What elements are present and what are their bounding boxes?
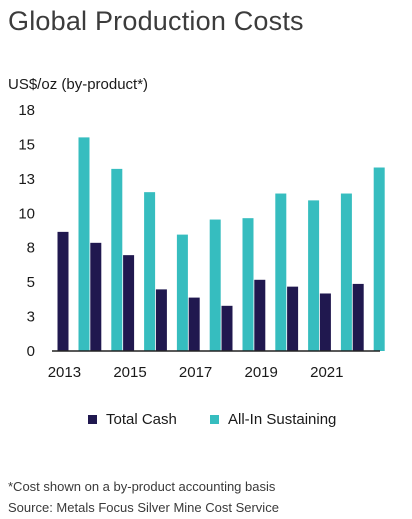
bar-all-in-sustaining-2018 (242, 218, 254, 351)
x-tick-label: 2019 (245, 364, 278, 381)
legend-item-total-cash: Total Cash (88, 411, 177, 428)
y-tick-label: 0 (27, 343, 35, 360)
y-tick-label: 15 (18, 136, 35, 153)
bar-all-in-sustaining-2015 (144, 192, 156, 351)
bar-total-cash-2015 (123, 255, 135, 351)
footnote: *Cost shown on a by-product accounting b… (8, 479, 276, 494)
bar-all-in-sustaining-2022 (373, 167, 385, 351)
bar-chart: 0 3 5 8 10 13 15 18 2013 2015 2017 2019 2021 (18, 102, 385, 381)
bar-total-cash-2022 (352, 283, 364, 351)
bar-total-cash-2021 (319, 293, 331, 351)
y-axis-unit-label: US$/oz (by-product*) (8, 76, 149, 93)
y-tick-label: 18 (18, 102, 35, 119)
x-tick-label: 2021 (310, 364, 343, 381)
bar-all-in-sustaining-2020 (308, 200, 320, 351)
legend-item-all-in-sustaining: All-In Sustaining (210, 411, 336, 428)
bar-total-cash-2019 (254, 279, 266, 351)
y-tick-label: 8 (27, 240, 35, 257)
y-tick-label: 10 (18, 205, 35, 222)
bar-total-cash-2018 (221, 305, 233, 351)
chart-title: Global Production Costs (8, 6, 304, 36)
bar-all-in-sustaining-2014 (111, 168, 123, 351)
x-tick-label: 2013 (48, 364, 81, 381)
bar-all-in-sustaining-2016 (176, 234, 188, 351)
y-tick-label: 13 (18, 171, 35, 188)
bar-total-cash-2020 (287, 286, 299, 351)
y-tick-label: 5 (27, 274, 35, 291)
legend-swatch-all-in-sustaining (210, 415, 219, 424)
legend-swatch-total-cash (88, 415, 97, 424)
legend-label-all-in-sustaining: All-In Sustaining (228, 411, 337, 428)
bar-all-in-sustaining-2013 (78, 137, 90, 351)
legend: Total Cash All-In Sustaining (0, 411, 412, 431)
x-tick-label: 2017 (179, 364, 212, 381)
bar-all-in-sustaining-2017 (209, 219, 221, 351)
bar-all-in-sustaining-2019 (275, 193, 287, 351)
bar-total-cash-2017 (188, 297, 200, 351)
bar-total-cash-2013 (57, 231, 69, 351)
source-note: Source: Metals Focus Silver Mine Cost Se… (8, 500, 279, 515)
bar-total-cash-2014 (90, 242, 102, 351)
bar-all-in-sustaining-2021 (340, 193, 352, 351)
x-tick-label: 2015 (113, 364, 146, 381)
bar-total-cash-2016 (155, 289, 167, 351)
legend-label-total-cash: Total Cash (106, 411, 177, 428)
y-tick-label: 3 (27, 309, 35, 326)
